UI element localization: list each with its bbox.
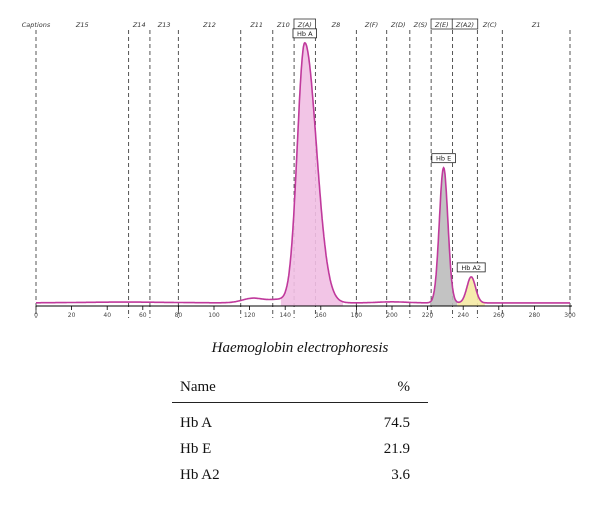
x-tick-label: 80 — [175, 312, 183, 319]
x-tick-label: 60 — [139, 312, 147, 319]
x-tick-label: 0 — [34, 312, 38, 319]
row-name: Hb E — [180, 440, 212, 457]
electrophoresis-curve — [36, 41, 570, 304]
zone-label: Z15 — [75, 21, 89, 29]
zone-label: Captions — [22, 21, 51, 29]
zone-label: Z10 — [276, 21, 290, 29]
x-tick-label: 200 — [386, 312, 398, 319]
zone-label: Z(C) — [482, 21, 497, 29]
peak-label: Hb A — [297, 30, 313, 38]
peak-fill — [280, 42, 344, 307]
peak-label-box — [292, 28, 317, 39]
column-header-name: Name — [172, 373, 302, 403]
table-header-row: Name % — [172, 373, 428, 403]
zone-label: Z8 — [331, 21, 341, 29]
row-name: Hb A2 — [180, 466, 220, 483]
table-row: Hb A2 3.6 — [172, 462, 428, 488]
x-tick-label: 120 — [244, 312, 256, 319]
x-axis-ticks: 0 20 40 60 80 100 120 140 160 180 200 220 240 260 280 3… — [34, 306, 576, 319]
results-table: Name % Hb A 74.5 Hb E 21.9 Hb A2 3.6 — [172, 373, 428, 488]
x-tick-label: 140 — [279, 312, 291, 319]
zone-label: Z1 — [531, 21, 541, 29]
row-name: Hb A — [180, 414, 213, 431]
zone-label: Z(S) — [413, 21, 428, 29]
peak-fill — [429, 167, 458, 306]
zone-label: Z(E) — [434, 21, 449, 29]
x-tick-label: 20 — [68, 312, 76, 319]
x-tick-label: 100 — [208, 312, 220, 319]
x-tick-label: 220 — [422, 312, 434, 319]
zone-label-box — [451, 18, 479, 30]
x-tick-label: 280 — [529, 312, 541, 319]
zone-label: Z14 — [132, 21, 146, 29]
zone-label: Z(A) — [297, 21, 312, 29]
zone-label: Z(F) — [364, 21, 378, 29]
zone-label: Z(D) — [390, 21, 406, 29]
zone-label: Z(A2) — [455, 21, 474, 29]
peak-labels: Hb A Hb E Hb A2 — [292, 28, 486, 273]
table-row: Hb E 21.9 — [172, 436, 428, 462]
peak-label: Hb E — [436, 155, 451, 163]
x-tick-label: 180 — [351, 312, 363, 319]
x-tick-label: 300 — [564, 312, 576, 319]
peak-fill — [457, 276, 485, 306]
peak-label-box — [431, 153, 456, 164]
peak-label: Hb A2 — [461, 264, 481, 272]
chart-caption: Haemoglobin electrophoresis — [211, 340, 389, 356]
zone-labels: Captions Z15 Z14 Z13 Z12 Z11 Z10 Z(A) Z8 Z(F) Z(D)… — [22, 18, 541, 30]
electrophoresis-chart: Captions Z15 Z14 Z13 Z12 Z11 Z10 Z(A) Z8 Z(F) Z(D)… — [22, 18, 576, 319]
peak-label-box — [456, 262, 486, 273]
x-tick-label: 40 — [103, 312, 111, 319]
row-percent: 3.6 — [391, 466, 410, 483]
column-header-percent: % — [301, 373, 428, 403]
x-tick-label: 160 — [315, 312, 327, 319]
row-percent: 74.5 — [383, 414, 410, 431]
x-tick-label: 260 — [493, 312, 505, 319]
zone-label: Z12 — [202, 21, 216, 29]
row-percent: 21.9 — [383, 440, 410, 457]
zone-label: Z11 — [249, 21, 263, 29]
zone-label: Z13 — [157, 21, 171, 29]
table-row: Hb A 74.5 — [172, 403, 428, 437]
x-tick-label: 240 — [457, 312, 469, 319]
